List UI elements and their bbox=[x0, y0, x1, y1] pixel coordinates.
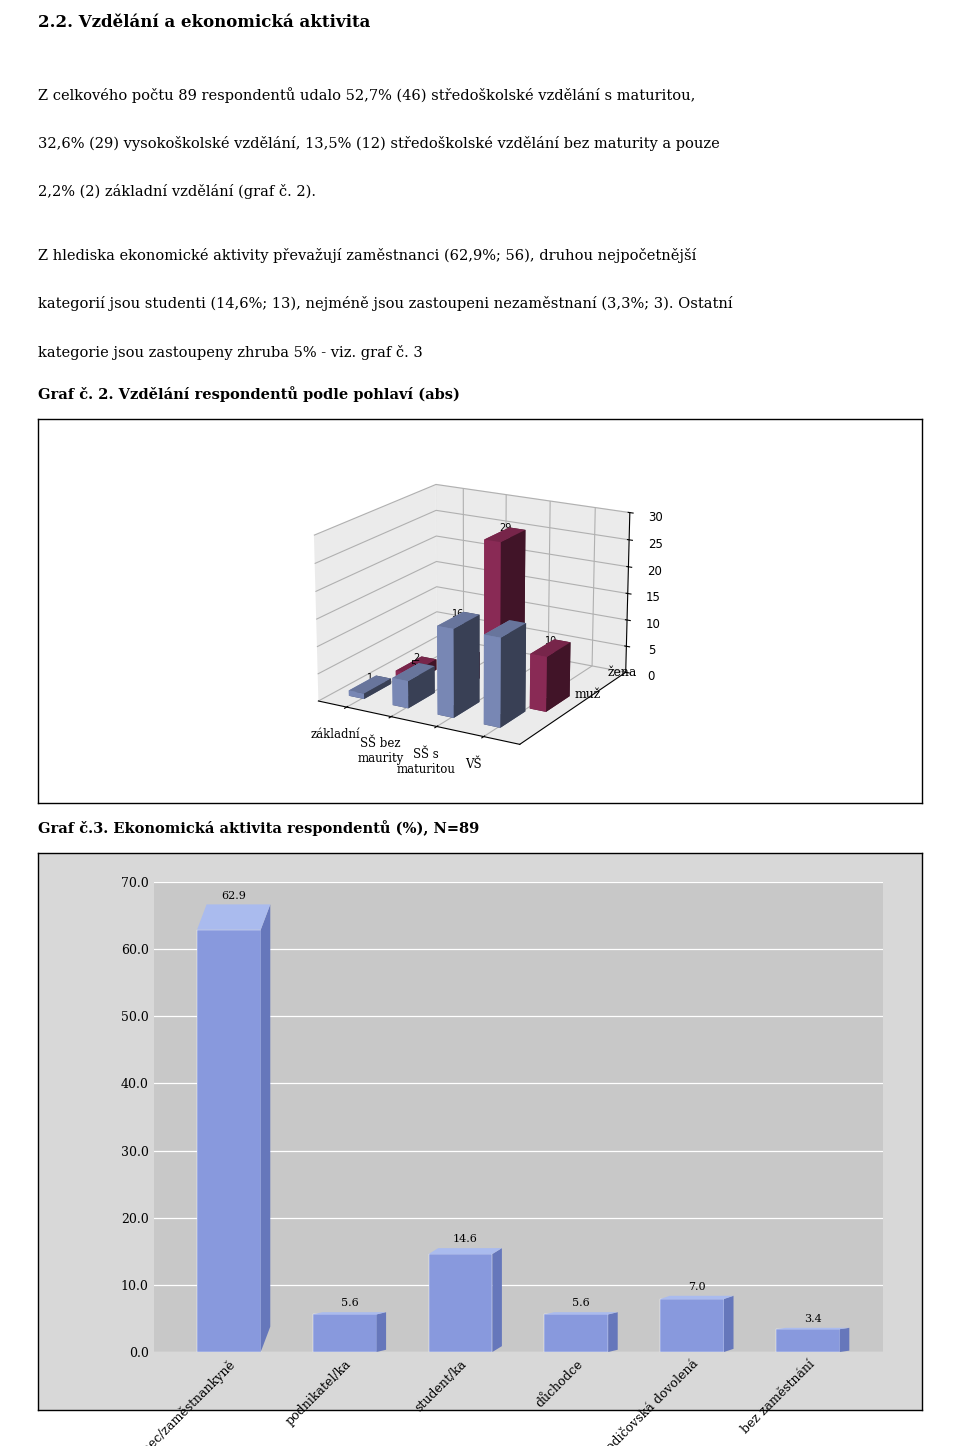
Polygon shape bbox=[840, 1327, 850, 1352]
Text: 7.0: 7.0 bbox=[688, 1283, 706, 1293]
Bar bbox=[776, 1329, 840, 1352]
Text: 2.2. Vzdělání a ekonomická aktivita: 2.2. Vzdělání a ekonomická aktivita bbox=[38, 14, 371, 32]
Bar bbox=[429, 1254, 492, 1352]
Text: Graf č.3. Ekonomická aktivita respondentů (%), N=89: Graf č.3. Ekonomická aktivita respondent… bbox=[38, 820, 480, 836]
Text: Z celkového počtu 89 respondentů udalo 52,7% (46) středoškolské vzdělání s matur: Z celkového počtu 89 respondentů udalo 5… bbox=[38, 87, 696, 103]
Text: kategorií jsou studenti (14,6%; 13), nejméně jsou zastoupeni nezaměstnaní (3,3%;: kategorií jsou studenti (14,6%; 13), nej… bbox=[38, 296, 733, 311]
Text: 2,2% (2) základní vzdělání (graf č. 2).: 2,2% (2) základní vzdělání (graf č. 2). bbox=[38, 184, 317, 200]
Bar bbox=[660, 1299, 724, 1352]
Polygon shape bbox=[492, 1248, 502, 1352]
Polygon shape bbox=[724, 1296, 733, 1352]
Text: kategorie jsou zastoupeny zhruba 5% - viz. graf č. 3: kategorie jsou zastoupeny zhruba 5% - vi… bbox=[38, 346, 423, 360]
Polygon shape bbox=[313, 1312, 386, 1314]
Bar bbox=[197, 930, 261, 1352]
Bar bbox=[544, 1314, 608, 1352]
Text: Graf č. 2. Vzdělání respondentů podle pohlaví (abs): Graf č. 2. Vzdělání respondentů podle po… bbox=[38, 386, 460, 402]
Text: 5.6: 5.6 bbox=[341, 1299, 358, 1309]
Polygon shape bbox=[376, 1312, 386, 1352]
Polygon shape bbox=[660, 1296, 733, 1299]
Polygon shape bbox=[608, 1312, 617, 1352]
Text: 14.6: 14.6 bbox=[453, 1235, 478, 1245]
Text: 3.4: 3.4 bbox=[804, 1314, 822, 1325]
Bar bbox=[313, 1314, 376, 1352]
Text: 32,6% (29) vysokoškolské vzdělání, 13,5% (12) středoškolské vzdělání bez maturit: 32,6% (29) vysokoškolské vzdělání, 13,5%… bbox=[38, 136, 720, 150]
Text: 62.9: 62.9 bbox=[221, 891, 246, 901]
Polygon shape bbox=[429, 1248, 502, 1254]
Polygon shape bbox=[261, 904, 271, 1352]
Polygon shape bbox=[197, 904, 271, 930]
Polygon shape bbox=[544, 1312, 617, 1314]
Text: 5.6: 5.6 bbox=[572, 1299, 590, 1309]
Text: Z hlediska ekonomické aktivity převažují zaměstnanci (62,9%; 56), druhou nejpoče: Z hlediska ekonomické aktivity převažují… bbox=[38, 247, 697, 263]
